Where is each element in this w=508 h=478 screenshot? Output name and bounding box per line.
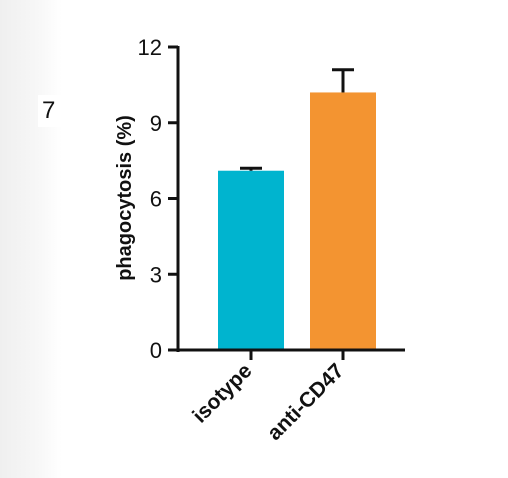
bar-anti-cd47 xyxy=(310,92,376,350)
y-tick-label: 12 xyxy=(138,35,162,60)
y-tick-label: 9 xyxy=(150,111,162,136)
y-axis: 0 3 6 9 12 xyxy=(138,35,180,363)
bars xyxy=(218,68,376,350)
y-tick-label: 3 xyxy=(150,262,162,287)
page-edge xyxy=(0,0,62,478)
x-tick-label: anti-CD47 xyxy=(263,359,349,445)
y-tick-label: 0 xyxy=(150,338,162,363)
x-axis: isotype anti-CD47 xyxy=(177,348,405,445)
panel-label: 7 xyxy=(38,95,84,127)
x-tick-label: isotype xyxy=(188,359,256,427)
bar-isotype xyxy=(218,170,284,350)
y-tick-label: 6 xyxy=(150,187,162,212)
y-axis-label: phagocytosis (%) xyxy=(114,115,136,281)
